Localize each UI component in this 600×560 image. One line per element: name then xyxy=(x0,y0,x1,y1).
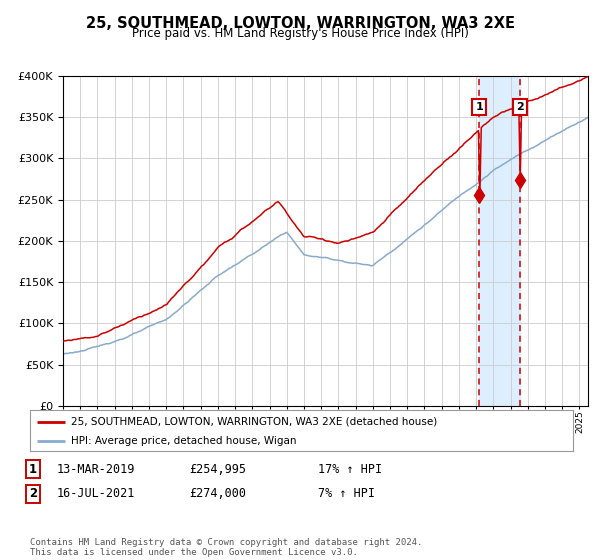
Text: 13-MAR-2019: 13-MAR-2019 xyxy=(57,463,136,476)
Text: £254,995: £254,995 xyxy=(189,463,246,476)
Text: HPI: Average price, detached house, Wigan: HPI: Average price, detached house, Wiga… xyxy=(71,436,296,446)
Bar xyxy=(479,76,520,406)
Text: 7% ↑ HPI: 7% ↑ HPI xyxy=(318,487,375,501)
Text: 1: 1 xyxy=(29,463,37,476)
Text: 2: 2 xyxy=(516,102,524,112)
Text: 1: 1 xyxy=(476,102,483,112)
Text: 16-JUL-2021: 16-JUL-2021 xyxy=(57,487,136,501)
Text: 25, SOUTHMEAD, LOWTON, WARRINGTON, WA3 2XE: 25, SOUTHMEAD, LOWTON, WARRINGTON, WA3 2… xyxy=(86,16,515,31)
Text: 2: 2 xyxy=(29,487,37,501)
Text: 25, SOUTHMEAD, LOWTON, WARRINGTON, WA3 2XE (detached house): 25, SOUTHMEAD, LOWTON, WARRINGTON, WA3 2… xyxy=(71,417,437,427)
Text: 17% ↑ HPI: 17% ↑ HPI xyxy=(318,463,382,476)
Text: Contains HM Land Registry data © Crown copyright and database right 2024.
This d: Contains HM Land Registry data © Crown c… xyxy=(30,538,422,557)
Text: £274,000: £274,000 xyxy=(189,487,246,501)
Text: Price paid vs. HM Land Registry's House Price Index (HPI): Price paid vs. HM Land Registry's House … xyxy=(131,27,469,40)
